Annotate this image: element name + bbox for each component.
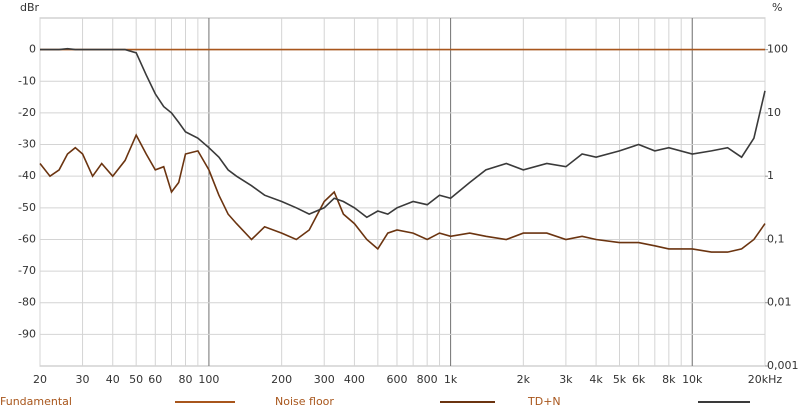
x-tick-label: 2k bbox=[517, 373, 531, 386]
x-tick-label: 10k bbox=[682, 373, 703, 386]
x-tick-label: 20 bbox=[33, 373, 47, 386]
y-tick-label: -30 bbox=[18, 138, 36, 151]
y-tick-label: 0 bbox=[29, 43, 36, 56]
x-tick-label: 600 bbox=[386, 373, 407, 386]
x-tick-label: 50 bbox=[129, 373, 143, 386]
legend-label: Noise floor bbox=[275, 395, 334, 408]
x-tick-label: 300 bbox=[314, 373, 335, 386]
y2-tick-label: 100 bbox=[767, 43, 788, 56]
x-tick-label: 80 bbox=[178, 373, 192, 386]
y-tick-label: -20 bbox=[18, 106, 36, 119]
legend-label: Fundamental bbox=[0, 395, 72, 408]
x-tick-label: 200 bbox=[271, 373, 292, 386]
legend-label: TD+N bbox=[527, 395, 561, 408]
y-tick-label: -40 bbox=[18, 169, 36, 182]
y-tick-label: -10 bbox=[18, 74, 36, 87]
series-line bbox=[40, 47, 766, 219]
y-tick-label: -80 bbox=[18, 296, 36, 309]
y2-tick-label: 0,01 bbox=[767, 296, 792, 309]
y-tick-label: -50 bbox=[18, 201, 36, 214]
x-tick-label: 1k bbox=[444, 373, 458, 386]
plot-area bbox=[39, 17, 766, 367]
x-tick-label: 800 bbox=[417, 373, 438, 386]
y2-axis-label: % bbox=[772, 1, 782, 14]
series-line bbox=[39, 133, 766, 253]
y-axis-label: dBr bbox=[20, 1, 40, 14]
x-tick-label: 5k bbox=[613, 373, 627, 386]
x-tick-label: 4k bbox=[589, 373, 603, 386]
y2-tick-label: 0,1 bbox=[767, 232, 785, 245]
x-tick-label: 30 bbox=[76, 373, 90, 386]
x-tick-label: 400 bbox=[344, 373, 365, 386]
x-tick-label: 60 bbox=[148, 373, 162, 386]
y-tick-label: -70 bbox=[18, 264, 36, 277]
y2-tick-label: 10 bbox=[767, 106, 781, 119]
y2-tick-label: 1 bbox=[767, 169, 774, 182]
y-tick-label: -90 bbox=[18, 327, 36, 340]
x-tick-label: 20kHz bbox=[748, 373, 783, 386]
x-tick-label: 6k bbox=[632, 373, 646, 386]
x-tick-label: 100 bbox=[198, 373, 219, 386]
x-tick-label: 3k bbox=[559, 373, 573, 386]
y-tick-label: -60 bbox=[18, 232, 36, 245]
x-tick-label: 8k bbox=[662, 373, 676, 386]
y2-tick-label: 0,001 bbox=[767, 359, 799, 372]
x-tick-label: 40 bbox=[106, 373, 120, 386]
